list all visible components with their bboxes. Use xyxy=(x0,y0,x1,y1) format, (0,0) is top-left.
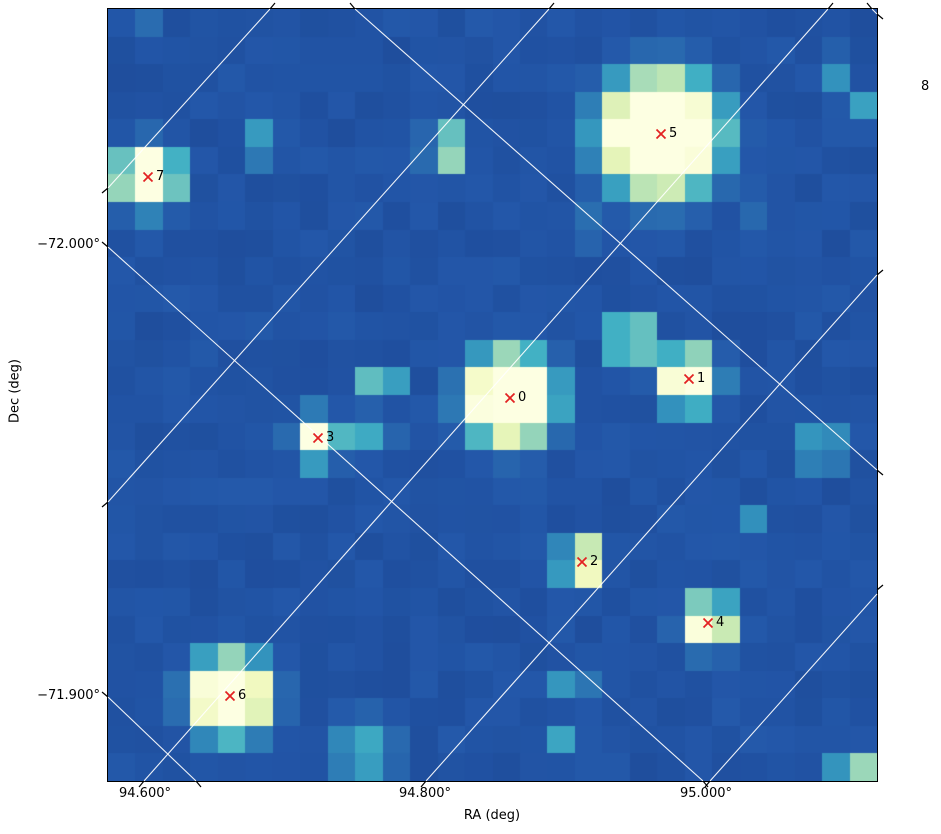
source-marker-1: 1 xyxy=(683,371,705,386)
source-marker-6: 6 xyxy=(224,688,246,703)
source-markers-layer: 0 1 2 3 4 5 6 7 xyxy=(108,9,877,781)
x-marker-icon xyxy=(576,556,588,568)
source-number-label: 4 xyxy=(716,615,725,630)
y-tick-label: −72.000° xyxy=(37,237,100,252)
y-axis-title: Dec (deg) xyxy=(7,359,23,423)
x-tick-label: 95.000° xyxy=(680,786,732,801)
x-marker-icon xyxy=(312,432,324,444)
x-marker-icon xyxy=(142,171,154,183)
x-marker-icon xyxy=(224,690,236,702)
outside-source-label: 8 xyxy=(921,79,930,94)
source-number-label: 2 xyxy=(590,554,599,569)
x-marker-icon xyxy=(702,617,714,629)
y-tick-label: −71.900° xyxy=(37,688,100,703)
source-number-label: 6 xyxy=(238,688,247,703)
x-tick-label: 94.800° xyxy=(399,786,451,801)
source-number-label: 7 xyxy=(156,169,165,184)
source-number-label: 0 xyxy=(518,390,527,405)
source-marker-7: 7 xyxy=(142,169,164,184)
source-marker-5: 5 xyxy=(655,126,677,141)
x-axis-title: RA (deg) xyxy=(463,808,521,823)
x-marker-icon xyxy=(504,392,516,404)
x-marker-icon xyxy=(655,128,667,140)
source-number-label: 3 xyxy=(326,430,335,445)
source-marker-3: 3 xyxy=(312,430,334,445)
source-number-label: 1 xyxy=(697,371,706,386)
source-marker-2: 2 xyxy=(576,554,598,569)
x-marker-icon xyxy=(683,373,695,385)
source-marker-4: 4 xyxy=(702,615,724,630)
source-number-label: 5 xyxy=(669,126,678,141)
x-tick-label: 94.600° xyxy=(119,786,171,801)
source-marker-0: 0 xyxy=(504,390,526,405)
